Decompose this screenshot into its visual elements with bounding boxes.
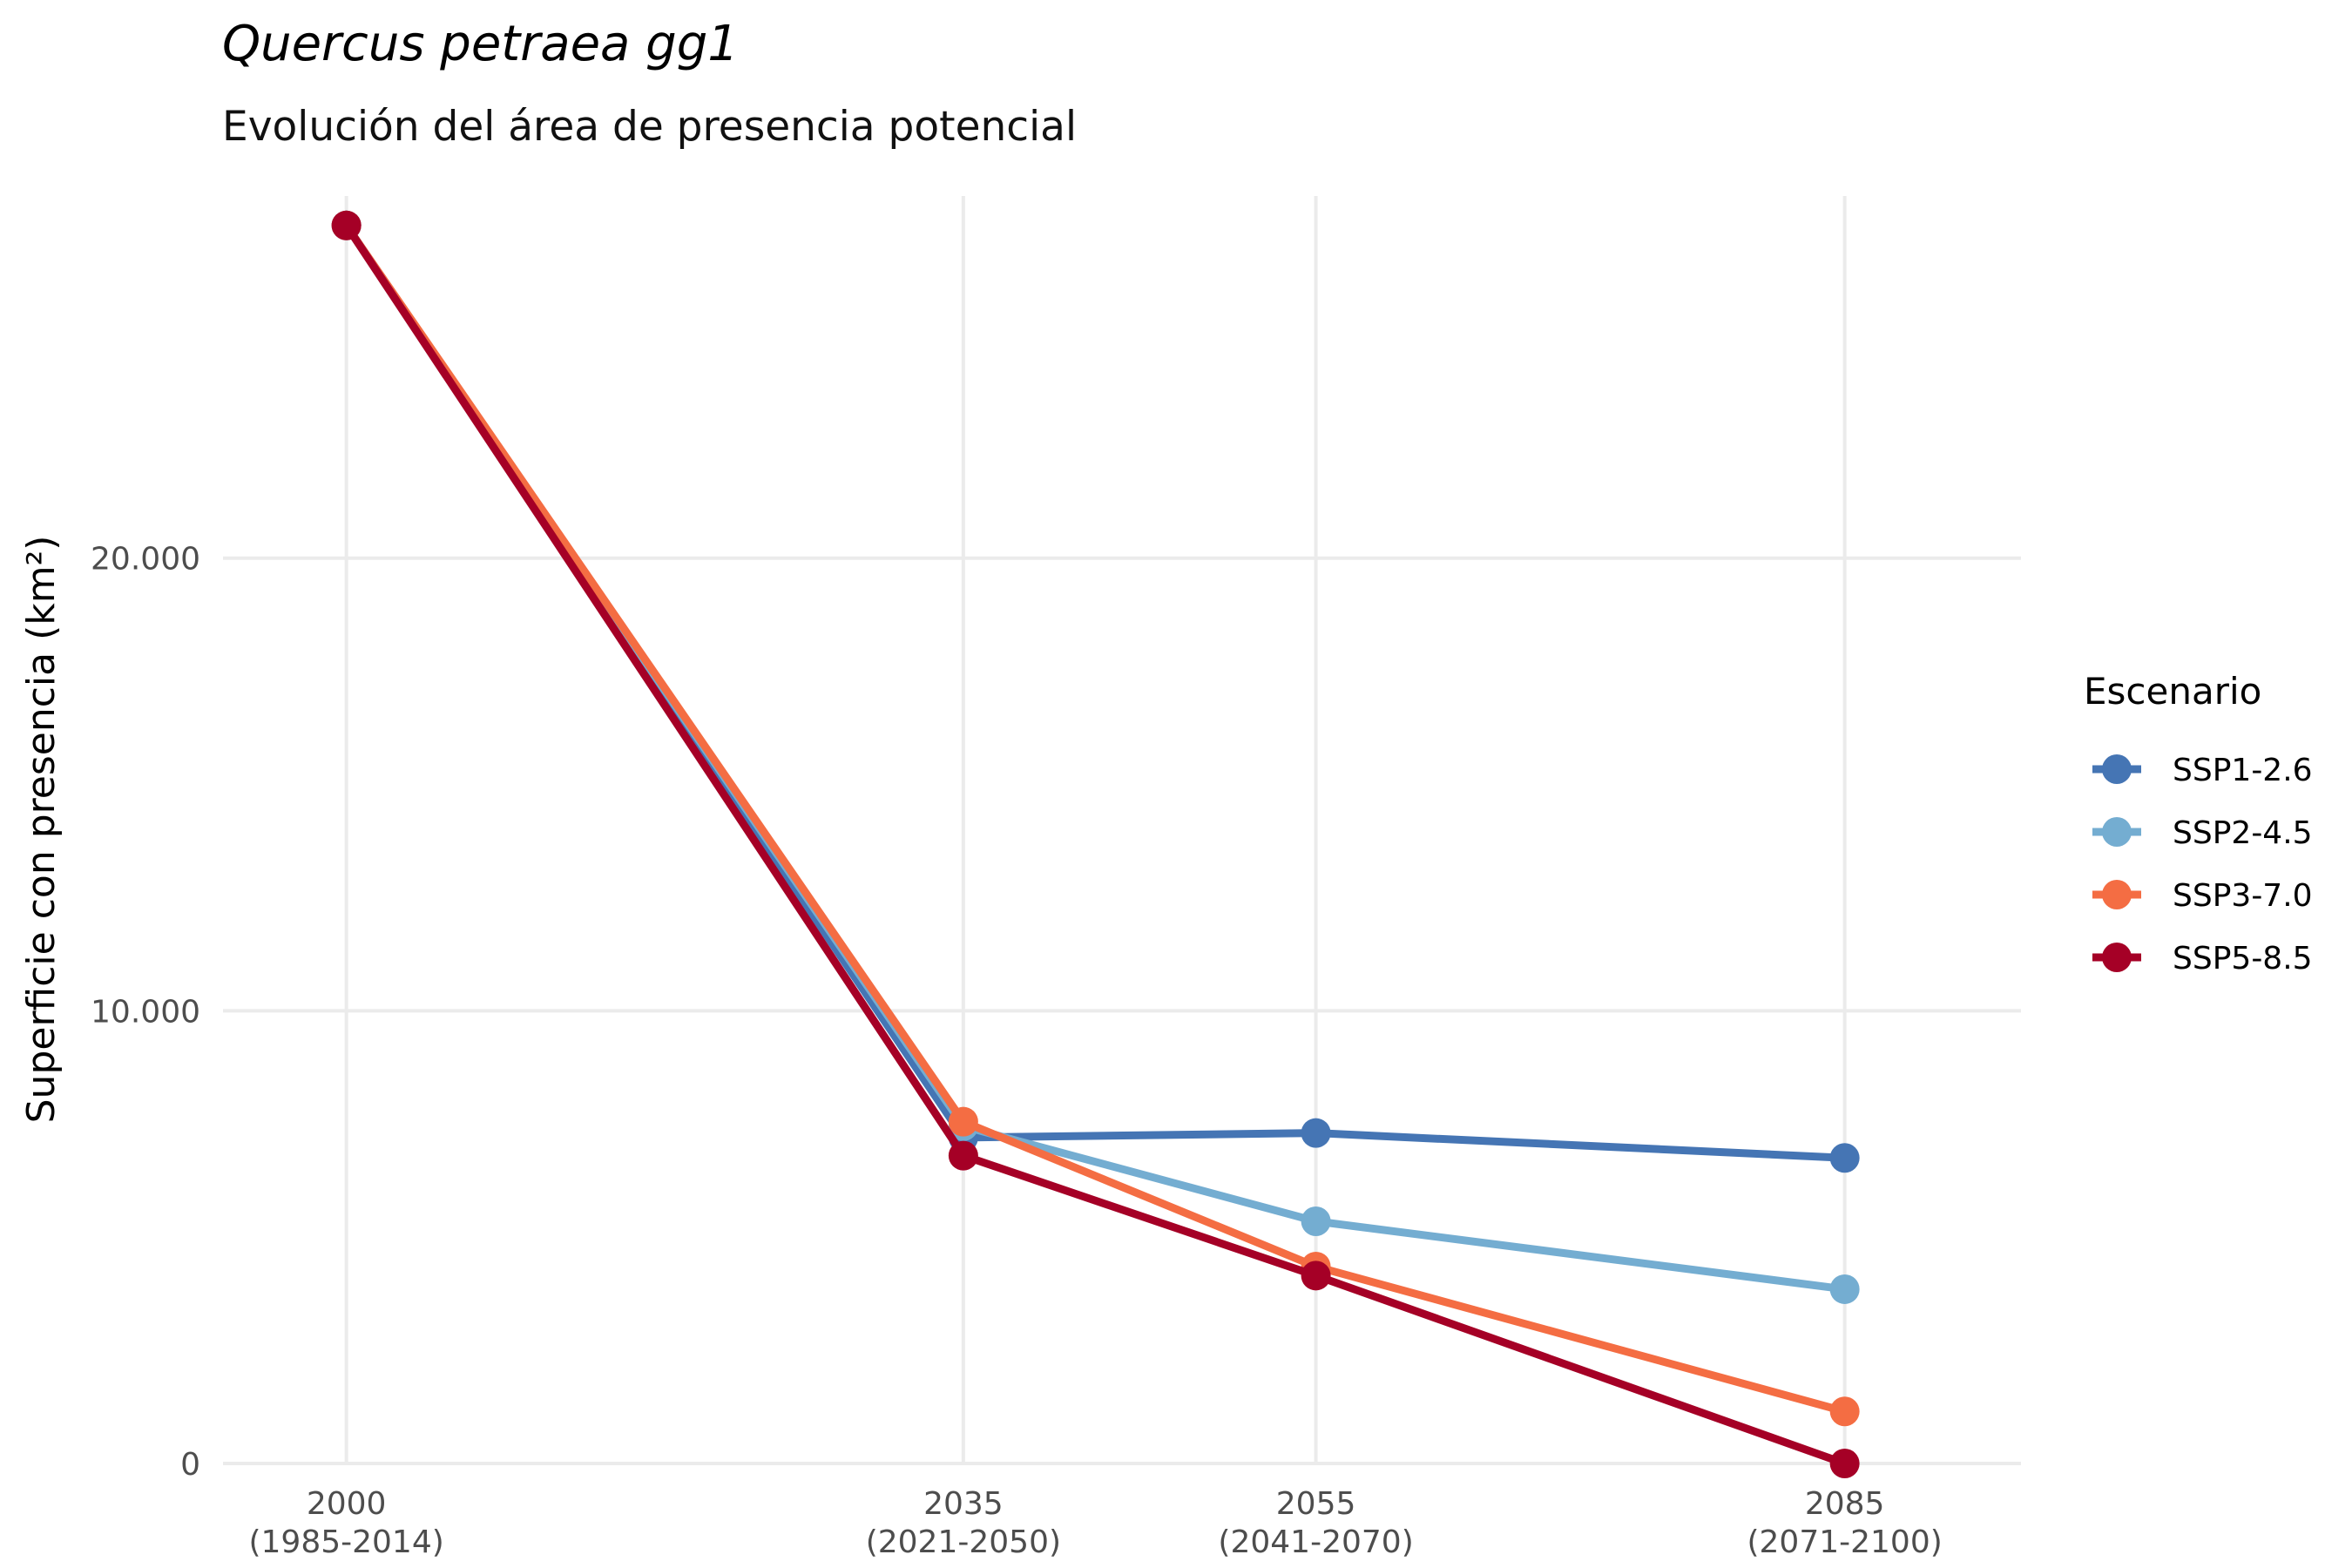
x-tick-label-year: 2085 (1805, 1486, 1885, 1522)
legend-entry: SSP3-7.0 (2092, 878, 2313, 914)
data-point (1829, 1396, 1860, 1427)
data-point (1301, 1118, 1331, 1148)
data-point (1301, 1260, 1331, 1291)
legend: Escenario SSP1-2.6 SSP2-4.5 SSP3-7.0 SSP5-8… (2084, 670, 2313, 977)
series-SSP2-4.5 (331, 210, 1860, 1304)
data-point (331, 210, 362, 240)
y-tick-label: 20.000 (91, 542, 200, 578)
series-line (342, 221, 1849, 1294)
data-point (1829, 1274, 1860, 1304)
y-tick-label: 10.000 (91, 994, 200, 1030)
series-line (342, 221, 1849, 1416)
x-tick-label-period: (1985-2014) (248, 1524, 443, 1560)
legend-entry: SSP1-2.6 (2092, 753, 2313, 788)
grid-lines (223, 196, 2021, 1465)
y-axis-ticks: 0 10.000 20.000 (91, 542, 200, 1483)
series-SSP1-2.6 (331, 210, 1860, 1173)
chart-subtitle: Evolución del área de presencia potencia… (222, 103, 1078, 151)
legend-title: Escenario (2084, 670, 2261, 713)
legend-label: SSP5-8.5 (2173, 941, 2313, 977)
legend-entry: SSP5-8.5 (2092, 941, 2313, 977)
chart-title: Quercus petraea gg1 (222, 16, 739, 72)
legend-label: SSP2-4.5 (2173, 815, 2313, 851)
x-axis-ticks: 2000(1985-2014) 2035(2021-2050) 2055(2041-… (248, 1486, 1942, 1560)
legend-entry: SSP2-4.5 (2092, 815, 2313, 851)
data-point (1829, 1143, 1860, 1173)
series-line (342, 221, 1849, 1468)
x-tick-label-period: (2071-2100) (1747, 1524, 1942, 1560)
data-point (948, 1140, 978, 1171)
x-tick-label-year: 2055 (1276, 1486, 1356, 1522)
series-SSP3-7.0 (331, 210, 1860, 1427)
data-point (948, 1106, 978, 1137)
y-tick-label: 0 (180, 1447, 200, 1483)
x-tick-label-period: (2021-2050) (866, 1524, 1061, 1560)
x-tick-label-year: 2000 (307, 1486, 387, 1522)
legend-key-point (2102, 754, 2132, 784)
data-point (1829, 1449, 1860, 1478)
legend-label: SSP3-7.0 (2173, 878, 2313, 914)
series-layer (331, 210, 1860, 1478)
legend-key-point (2102, 943, 2132, 972)
legend-key-point (2102, 880, 2132, 909)
x-tick-label-period: (2041-2070) (1218, 1524, 1413, 1560)
x-tick-label-year: 2035 (923, 1486, 1004, 1522)
series-SSP5-8.5 (331, 210, 1860, 1478)
legend-label: SSP1-2.6 (2173, 753, 2313, 788)
legend-key-point (2102, 817, 2132, 847)
series-line (342, 221, 1849, 1162)
y-axis-title: Superficie con presencia (km²) (19, 536, 64, 1124)
data-point (1301, 1206, 1331, 1236)
